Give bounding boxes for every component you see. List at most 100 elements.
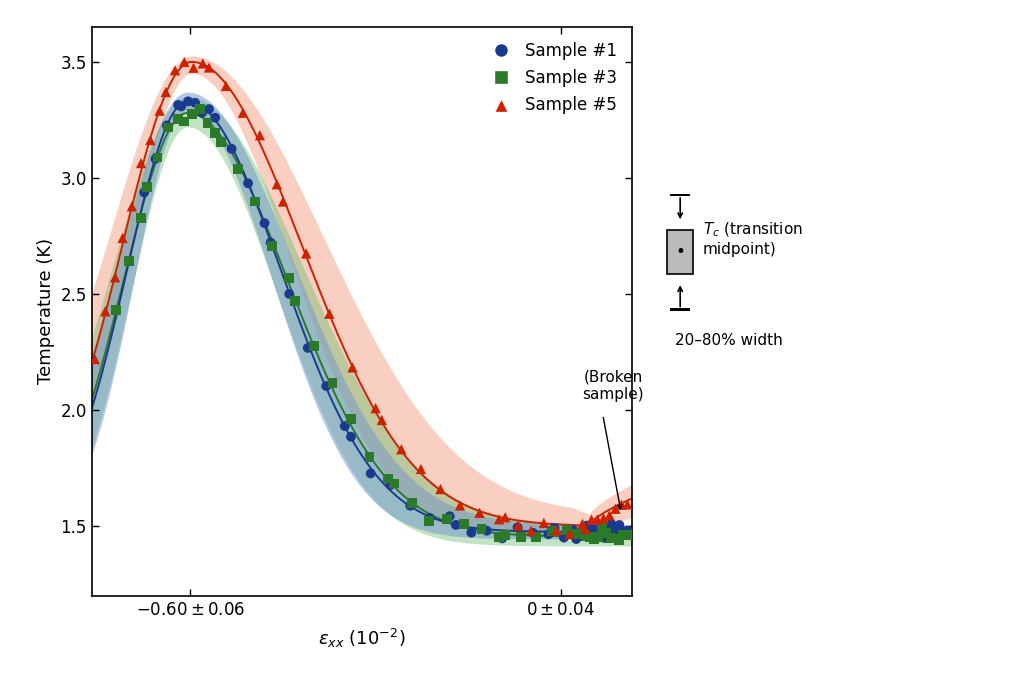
Point bbox=[150, 152, 166, 163]
Point bbox=[159, 120, 175, 131]
Point bbox=[601, 510, 618, 521]
Point bbox=[185, 62, 202, 73]
Point bbox=[536, 518, 552, 529]
Point bbox=[123, 201, 140, 212]
Point bbox=[543, 525, 559, 536]
Point bbox=[176, 56, 193, 67]
Point bbox=[589, 514, 605, 525]
Point bbox=[592, 529, 608, 540]
Point bbox=[582, 531, 598, 542]
Point bbox=[574, 531, 590, 542]
Point bbox=[170, 100, 186, 110]
Point bbox=[620, 499, 636, 510]
Point bbox=[578, 531, 594, 542]
Point bbox=[510, 522, 526, 533]
Point bbox=[574, 528, 590, 539]
Point bbox=[555, 532, 572, 543]
Point bbox=[613, 525, 630, 536]
Point bbox=[207, 127, 223, 138]
Point bbox=[432, 483, 448, 494]
Point bbox=[114, 232, 130, 243]
Point bbox=[583, 515, 599, 525]
Point bbox=[234, 108, 251, 118]
Point bbox=[393, 444, 410, 455]
Point bbox=[438, 514, 454, 525]
Point bbox=[264, 240, 280, 251]
Point bbox=[474, 524, 490, 535]
Point bbox=[598, 533, 614, 544]
Point bbox=[281, 273, 298, 284]
Point bbox=[200, 118, 216, 129]
Point bbox=[611, 535, 628, 546]
Point bbox=[582, 527, 598, 538]
Point bbox=[523, 525, 539, 536]
Point bbox=[132, 212, 149, 223]
Point bbox=[494, 533, 511, 544]
Point bbox=[600, 525, 616, 536]
Point bbox=[606, 533, 623, 544]
Point bbox=[613, 499, 630, 510]
Legend: Sample #1, Sample #3, Sample #5: Sample #1, Sample #3, Sample #5 bbox=[478, 35, 624, 121]
Point bbox=[257, 218, 273, 229]
Point bbox=[148, 154, 164, 165]
Point bbox=[620, 529, 636, 540]
Point bbox=[223, 144, 239, 154]
Point bbox=[595, 532, 611, 543]
Point bbox=[342, 414, 359, 424]
Point bbox=[318, 380, 334, 391]
Point bbox=[575, 519, 591, 529]
Point bbox=[382, 479, 398, 490]
Point bbox=[587, 527, 603, 538]
Point bbox=[441, 511, 458, 522]
Point bbox=[213, 136, 229, 147]
Point bbox=[570, 529, 586, 540]
Point bbox=[300, 343, 316, 353]
Point bbox=[528, 531, 544, 542]
Point bbox=[491, 531, 507, 542]
Point bbox=[324, 377, 340, 388]
Point bbox=[595, 513, 611, 524]
Point bbox=[342, 431, 359, 442]
Point bbox=[321, 308, 337, 319]
Point bbox=[404, 498, 420, 508]
Point bbox=[158, 87, 174, 97]
Point bbox=[540, 529, 556, 540]
Point bbox=[167, 65, 183, 76]
Point bbox=[611, 520, 628, 531]
Point bbox=[186, 97, 203, 108]
Point bbox=[120, 256, 137, 267]
Text: (Broken
sample): (Broken sample) bbox=[582, 370, 644, 402]
Point bbox=[497, 512, 514, 523]
Point bbox=[207, 112, 223, 123]
Point bbox=[455, 518, 472, 529]
Point bbox=[362, 452, 378, 462]
Point bbox=[510, 520, 526, 531]
Point bbox=[607, 503, 624, 514]
Point bbox=[263, 237, 279, 248]
Point bbox=[173, 101, 190, 112]
Point bbox=[368, 403, 384, 414]
Point bbox=[176, 116, 193, 127]
Point bbox=[451, 500, 468, 511]
Point bbox=[568, 533, 584, 544]
Point bbox=[108, 305, 124, 315]
Point bbox=[525, 527, 541, 538]
Point bbox=[615, 529, 632, 540]
Point bbox=[447, 519, 464, 530]
Point bbox=[579, 520, 595, 531]
Point bbox=[590, 531, 606, 542]
Point bbox=[298, 248, 314, 259]
Point bbox=[608, 528, 625, 539]
Point bbox=[107, 272, 123, 283]
Text: 20–80% width: 20–80% width bbox=[675, 333, 783, 348]
Point bbox=[602, 533, 619, 544]
Point bbox=[374, 414, 390, 425]
Point bbox=[620, 525, 636, 536]
Point bbox=[143, 135, 159, 146]
Point bbox=[497, 529, 514, 540]
Point bbox=[136, 187, 152, 198]
Point bbox=[380, 473, 396, 484]
Point bbox=[269, 179, 285, 190]
Point bbox=[403, 500, 419, 511]
Point bbox=[87, 353, 103, 364]
